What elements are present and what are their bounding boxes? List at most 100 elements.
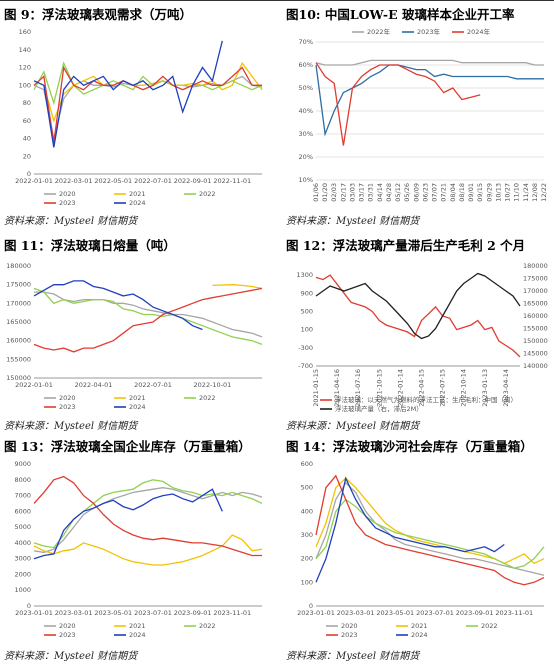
y-tick-label: 20 (23, 152, 31, 160)
legend-label: 2022 (199, 190, 216, 198)
x-tick-label: 2023-01-01 (15, 609, 53, 617)
series-line (315, 474, 545, 586)
y-tick-label: 4000 (14, 539, 31, 547)
series-line (33, 488, 223, 560)
y-tick-label: 180000 (6, 262, 31, 270)
y-tick-label: 6000 (14, 507, 31, 515)
chart-title: 图10: 中国LOW-E 玻璃样本企业开工率 (286, 7, 515, 22)
y-tick-label: 0 (309, 602, 313, 610)
x-tick-label: 02/17 (339, 183, 347, 202)
x-tick-label: 2022-07-01 (134, 381, 172, 389)
x-tick-label: 09/15 (476, 183, 484, 202)
y2-tick-label: 140000 (523, 362, 548, 370)
x-tick-label: 2021-10-15 (375, 369, 383, 407)
chart-title: 图 13：浮法玻璃全国企业库存（万重量箱） (4, 439, 251, 454)
y-tick-label: 150000 (6, 374, 31, 382)
source: 资料来源：Mysteel 财信期货 (4, 216, 138, 227)
series-line (315, 498, 545, 569)
x-tick-label: 2022-01-14 (396, 369, 404, 407)
x-tick-label: 05/12 (394, 183, 402, 202)
series-line (33, 280, 203, 331)
y-tick-label: 7000 (14, 492, 31, 500)
legend-label: 浮法玻璃产量（右，滞后2M） (335, 404, 423, 413)
x-tick-label: 03/03 (348, 183, 356, 202)
y-tick-label: 9000 (14, 460, 31, 468)
legend-label: 2023 (341, 631, 358, 639)
y-tick-label: 165000 (6, 318, 31, 326)
x-tick-label: 2023-05-01 (94, 609, 132, 617)
legend-label: 浮法玻璃：以天然气为燃料的浮法工艺：生产毛利：中国（周） (335, 395, 517, 404)
source: 资料来源：Mysteel 财信期货 (286, 421, 420, 432)
series-line (315, 64, 544, 137)
y-tick-label: 5000 (14, 523, 31, 531)
legend-label: 2022 (481, 622, 498, 630)
y-tick-label: 300 (301, 531, 313, 539)
y-tick-label: 20% (299, 153, 313, 161)
x-tick-label: 05/26 (403, 183, 411, 202)
legend-label: 2024 (129, 199, 146, 207)
legend-label: 2020 (59, 622, 76, 630)
y-tick-label: 160000 (6, 337, 31, 345)
y-tick-label: 200 (301, 555, 313, 563)
x-tick-label: 2021-04-16 (333, 369, 341, 407)
series-line (315, 62, 481, 146)
legend-label: 2024 (411, 631, 428, 639)
y-tick-label: 160 (19, 28, 31, 36)
y-tick-label: 140 (19, 46, 31, 54)
x-tick-label: 2023-11-01 (495, 609, 533, 617)
x-tick-label: 2023-07-01 (416, 609, 454, 617)
x-tick-label: 2022-10-01 (194, 381, 232, 389)
y-tick-label: -300 (298, 344, 313, 352)
series-line (33, 40, 223, 148)
legend-label: 2021 (129, 394, 146, 402)
series-line (315, 274, 521, 358)
x-tick-label: 09/29 (485, 183, 493, 202)
x-tick-label: 2022-04-01 (75, 381, 113, 389)
chart-title: 图 14：浮法玻璃沙河社会库存（万重量箱） (286, 439, 533, 454)
y-tick-label: 0 (27, 170, 31, 178)
x-tick-label: 2023-07-01 (134, 609, 172, 617)
chart-title: 图 11：浮法玻璃日熔量（吨） (4, 238, 176, 253)
y-tick-label: 2000 (14, 570, 31, 578)
x-tick-label: 2023-03-01 (55, 609, 93, 617)
x-tick-label: 01/06 (312, 183, 320, 202)
chart: -700 -300 100 500 900 1300 140000 145000 150000 1… (296, 262, 548, 413)
x-tick-label: 12/08 (531, 183, 539, 202)
x-tick-label: 2021-07-16 (354, 369, 362, 407)
series-line (212, 284, 263, 290)
x-tick-label: 11/24 (522, 183, 530, 202)
x-tick-label: 2022-01-01 (15, 177, 53, 185)
legend-label: 2022 (199, 622, 216, 630)
x-tick-label: 2022-09-01 (174, 177, 212, 185)
legend-label: 2023 (59, 631, 76, 639)
x-tick-label: 01/20 (321, 183, 329, 202)
series-line (33, 475, 262, 557)
x-tick-label: 03/17 (358, 183, 366, 202)
series-line (33, 534, 263, 566)
legend-label: 2023 (59, 199, 76, 207)
y-tick-label: 60 (23, 117, 31, 125)
series-line (315, 272, 521, 340)
series-line (33, 287, 263, 353)
x-tick-label: 2022-05-01 (94, 177, 132, 185)
x-tick-label: 06/09 (412, 183, 420, 202)
y-tick-label: 3000 (14, 555, 31, 563)
x-tick-label: 07/21 (440, 183, 448, 202)
x-tick-label: 2023-11-01 (213, 609, 251, 617)
x-tick-label: 2022-07-15 (439, 369, 447, 407)
x-tick-label: 2023-01-13 (481, 369, 489, 407)
legend-label: 2022 (199, 394, 216, 402)
y-tick-label: 170000 (6, 299, 31, 307)
x-tick-label: 2023-09-01 (174, 609, 212, 617)
chart: 150000 155000 160000 165000 170000 175000 1800… (6, 262, 263, 411)
y-tick-label: 100 (301, 326, 313, 334)
y-tick-label: 100 (19, 81, 31, 89)
y2-tick-label: 180000 (523, 262, 548, 270)
series-line (315, 59, 544, 66)
y-tick-label: 8000 (14, 476, 31, 484)
source: 资料来源：Mysteel 财信期货 (4, 651, 138, 662)
y-tick-label: 500 (301, 484, 313, 492)
y-tick-label: 600 (301, 460, 313, 468)
x-tick-label: 11/10 (513, 183, 521, 202)
